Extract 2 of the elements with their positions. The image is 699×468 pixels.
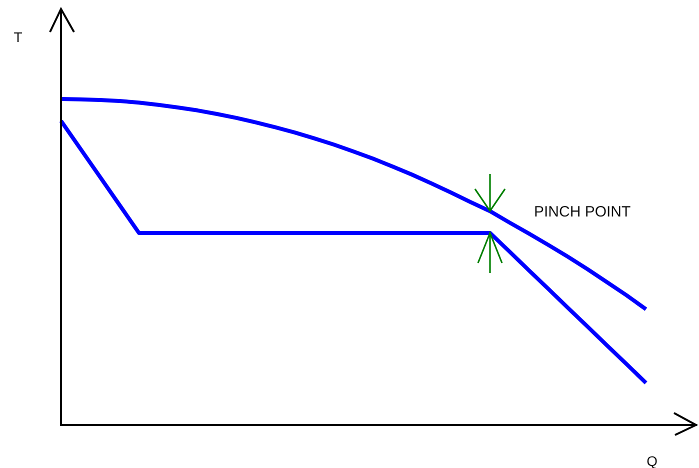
annotation: PINCH POINT [534,203,631,220]
y-axis-title: T [14,28,23,45]
